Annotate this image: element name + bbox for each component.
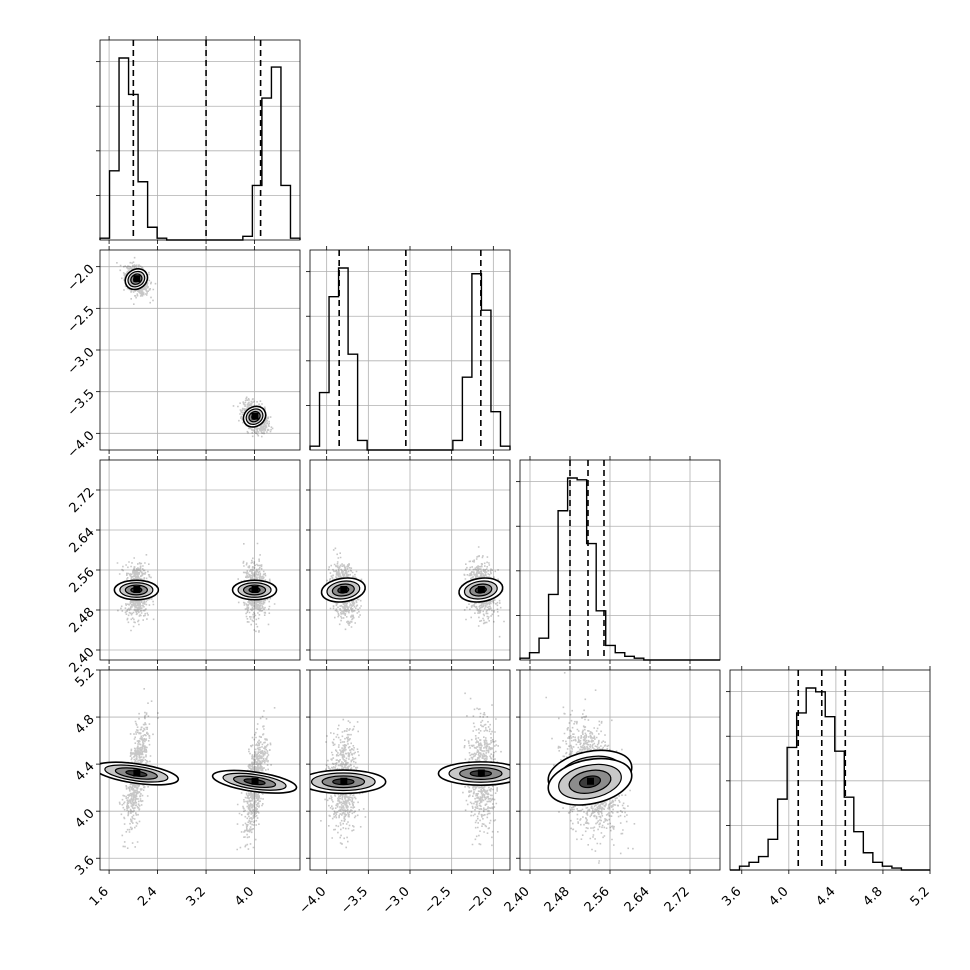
y-tick-label: 3.6 [72, 853, 97, 878]
panel-frame [519, 669, 721, 871]
x-tick-label: 2.64 [622, 884, 653, 915]
density-peak [340, 777, 348, 785]
x-tick-label: 2.48 [542, 884, 573, 915]
scatter-points [113, 542, 278, 633]
y-tick-label: 4.0 [72, 806, 97, 831]
density-peak [477, 769, 485, 777]
x-tick-label: −2.5 [422, 884, 455, 917]
scatter-points [545, 672, 636, 864]
hist-panel-1 [306, 246, 511, 454]
density-peak [133, 769, 141, 777]
density-peak [251, 586, 259, 593]
y-tick-label: 2.56 [67, 565, 98, 596]
y-tick-label: −3.0 [65, 345, 98, 378]
y-tick-label: −2.0 [65, 262, 98, 295]
scatter-panel-3-1 [306, 666, 511, 874]
x-tick-label: −4.0 [297, 884, 330, 917]
density-peak [340, 586, 348, 593]
y-tick-label: −2.5 [65, 303, 98, 336]
y-tick-label: 4.8 [72, 712, 97, 737]
x-tick-label: 2.72 [662, 884, 693, 915]
density-peak [251, 412, 259, 420]
density-peak [477, 586, 485, 593]
scatter-points [320, 546, 505, 638]
x-tick-label: 2.56 [582, 884, 613, 915]
panel-frame [99, 459, 301, 661]
y-tick-label: 2.48 [67, 605, 98, 636]
x-tick-label: 1.6 [87, 884, 112, 909]
x-tick-label: 2.4 [135, 884, 160, 909]
x-tick-label: −3.0 [380, 884, 413, 917]
scatter-panel-2-0 [96, 456, 301, 664]
histogram-step-line [99, 57, 301, 241]
density-peak [251, 777, 259, 785]
x-tick-label: 4.4 [813, 884, 838, 909]
x-tick-label: 3.2 [184, 884, 209, 909]
x-tick-label: 3.6 [719, 884, 744, 909]
hist-panel-0 [96, 36, 301, 244]
histogram-step-line [730, 687, 930, 871]
panel-frame [519, 459, 721, 661]
density-peak [587, 777, 594, 785]
panel-frame [99, 39, 301, 241]
x-tick-label: 4.8 [861, 884, 886, 909]
scatter-panel-2-1 [306, 456, 511, 664]
x-tick-label: 2.40 [502, 884, 533, 915]
y-tick-label: 2.64 [67, 525, 98, 556]
y-tick-label: −3.5 [65, 387, 98, 420]
x-tick-label: −2.0 [463, 884, 496, 917]
x-tick-label: −3.5 [338, 884, 371, 917]
y-tick-label: 2.72 [67, 485, 98, 516]
scatter-panel-3-0 [96, 666, 301, 874]
density-peak [133, 275, 141, 283]
sample-points [320, 692, 502, 849]
scatter-points [116, 256, 274, 438]
y-tick-label: 4.4 [72, 759, 97, 784]
hist-panel-3 [726, 666, 931, 874]
density-peak [133, 586, 141, 593]
y-tick-label: −4.0 [65, 428, 98, 461]
x-tick-label: 4.0 [766, 884, 791, 909]
scatter-points [100, 688, 298, 851]
panel-frame [729, 669, 931, 871]
hist-panel-2 [516, 456, 721, 664]
panel-frame [99, 669, 301, 871]
x-tick-label: 4.0 [232, 884, 257, 909]
scatter-panel-1-0 [96, 246, 301, 454]
x-tick-label: 5.2 [908, 884, 933, 909]
scatter-panel-3-2 [516, 666, 721, 874]
scatter-points [310, 692, 510, 849]
